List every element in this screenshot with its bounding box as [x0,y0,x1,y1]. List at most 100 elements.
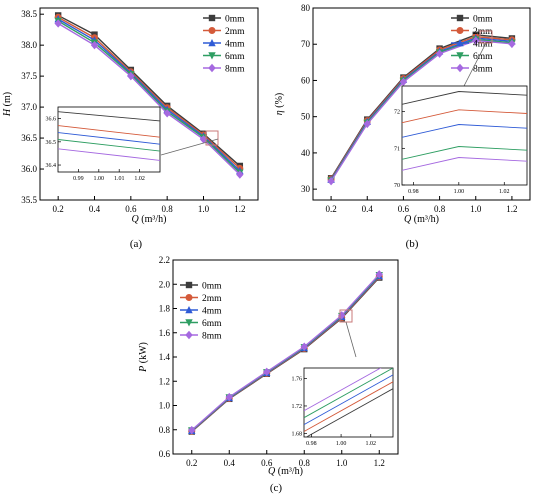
x-tick-label: 0.8 [299,458,311,468]
inset-y-tick-label: 36.4 [46,163,57,169]
inset-series-line-0mm [402,91,527,105]
legend-label: 2mm [473,27,493,37]
legend-label: 2mm [202,294,222,304]
y-axis-label: P (kW) [138,342,149,373]
y-tick-label: 0.8 [159,425,171,435]
y-axis-label-symbol: H [2,108,13,117]
x-tick-label: 0.6 [398,204,410,214]
chart-panel-b: 0.2 0.4 0.6 0.8 1.0 1.2 30 40 50 60 70 80 Q (m³/h) η … [274,3,531,250]
x-tick-label: 1.0 [198,204,210,214]
series-line-2mm [57,16,241,169]
legend-label: 0mm [202,282,222,292]
inset-y-tick-label: 36.5 [46,140,57,146]
inset-series-line-0mm [305,388,393,437]
inset-series-line-8mm [58,148,160,161]
inset-y-tick-label: 71 [394,146,400,152]
panel-label: (a) [130,238,143,250]
x-axis-label-symbol: Q [268,466,276,477]
inset-x-tick-label: 0.99 [73,176,84,182]
inset-series-line-0mm [58,111,160,122]
legend-marker [185,330,193,340]
y-axis-label: η (%) [274,93,285,115]
inset-y-tick-label: 1.72 [292,404,303,410]
inset-series-line-8mm [304,368,382,412]
zoom-box [205,130,219,146]
inset-chart: 0.98 1.00 1.02 70 71 72 [394,85,528,195]
legend-label: 8mm [202,332,222,342]
legend-label: 0mm [473,15,493,25]
chart-panel-c: 0.2 0.4 0.6 0.8 1.0 1.2 0.6 0.8 1.0 1.2 1.4 1.6 1.8 2… [138,255,399,494]
zoom-leader-line [345,321,357,358]
legend-label: 0mm [225,15,245,25]
data-point-8mm [508,39,516,49]
x-axis-label: Q (m³/h) [268,466,303,477]
inset-series-line-4mm [58,132,160,145]
legend-marker [208,27,216,34]
y-axis-label: H (m) [2,92,13,117]
inset-frame [57,106,161,173]
y-tick-label: 1.6 [159,328,171,338]
y-tick-label: 50 [301,112,311,122]
x-axis-label-symbol: Q [404,214,412,225]
inset-series-line-4mm [304,374,393,425]
inset-series-line-8mm [402,157,527,171]
inset-series-line-6mm [402,146,527,160]
series-line-8mm [330,39,512,182]
y-tick-label: 38.5 [21,9,37,19]
x-axis-label-unit: (m³/h) [275,466,303,477]
data-point-8mm [375,270,383,279]
legend-marker [456,14,464,22]
x-axis-label: Q (m³/h) [132,214,167,225]
data-point-8mm [199,135,208,144]
legend-marker [185,306,193,314]
series-line-0mm [57,14,241,167]
plot-frame [312,7,531,201]
legend-label: 4mm [473,40,493,50]
data-point-8mm [363,119,371,129]
y-tick-label: 1.2 [159,376,170,386]
legend-label: 8mm [473,65,493,75]
y-tick-label: 2.0 [159,279,171,289]
inset-series-line-2mm [402,109,527,124]
data-point-8mm [300,342,308,351]
legend-label: 6mm [473,52,493,62]
legend-marker [208,39,216,47]
legend-label: 6mm [225,52,245,62]
data-point-8mm [163,109,171,118]
y-axis-label-unit: (%) [274,93,285,111]
y-tick-label: 35.5 [21,195,37,205]
zoom-leader-line [160,138,219,156]
x-tick-label: 1.0 [470,204,482,214]
data-point-8mm [327,176,335,186]
inset-x-tick-label: 1.01 [114,176,125,182]
y-tick-label: 70 [301,39,311,49]
inset-x-tick-label: 1.02 [499,189,510,195]
legend-label: 8mm [225,65,245,75]
inset-series [304,368,393,437]
x-axis-label: Q (m³/h) [404,214,439,225]
inset-series [402,91,527,171]
legend-marker [185,281,193,289]
data-point-8mm [236,170,244,179]
x-tick-label: 1.2 [506,204,517,214]
inset-y-tick-label: 1.76 [292,376,303,382]
y-tick-label: 2.2 [159,255,170,265]
inset-series-line-6mm [304,368,393,419]
series-line-8mm [191,273,380,431]
chart-panel-a: 0.2 0.4 0.6 0.8 1.0 1.2 35.5 36.0 36.5 37.0 37.5 38… [2,7,259,250]
x-tick-label: 0.6 [261,458,273,468]
legend-label: 2mm [225,27,245,37]
x-tick-label: 0.4 [224,458,236,468]
x-tick-label: 0.8 [434,204,446,214]
data-point-8mm [90,40,99,50]
y-tick-label: 1.8 [159,304,171,314]
x-tick-label: 0.6 [125,204,137,214]
y-tick-label: 37.0 [21,102,37,112]
y-axis-label-unit: (kW) [138,342,149,366]
legend-marker [208,14,216,22]
y-tick-label: 30 [301,184,311,194]
data-point-8mm [127,71,135,81]
data-point-8mm [472,36,480,45]
legend-label: 6mm [202,319,222,329]
